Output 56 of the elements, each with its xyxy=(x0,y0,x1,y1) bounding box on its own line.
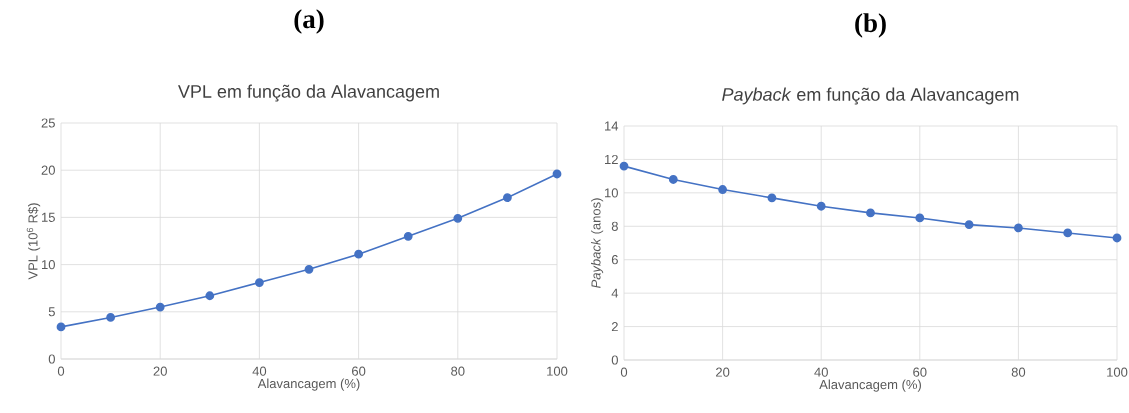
x-tick-label: 100 xyxy=(547,366,568,376)
chart-title: VPL em função da Alavancagem xyxy=(178,84,439,102)
x-tick-label: 40 xyxy=(252,366,267,376)
point xyxy=(205,291,215,301)
point xyxy=(56,322,66,332)
x-tick-label: 80 xyxy=(451,366,465,376)
point xyxy=(1063,228,1073,238)
x-tick-label: 0 xyxy=(620,367,628,377)
chart-title: Payback em função da Alavancagem xyxy=(722,87,1019,105)
point xyxy=(503,193,512,202)
y-tick-label: 8 xyxy=(611,221,618,231)
point xyxy=(866,208,875,218)
x-tick-label: 100 xyxy=(1107,367,1128,377)
y-tick-label: 20 xyxy=(41,165,55,175)
y-tick-label: 12 xyxy=(605,154,618,164)
point xyxy=(552,169,562,179)
point xyxy=(106,313,115,322)
point xyxy=(155,302,165,312)
point xyxy=(619,161,629,171)
y-axis-title: VPL (10$^{6}$ R$) xyxy=(26,203,41,280)
y-tick-label: 15 xyxy=(42,212,55,222)
point xyxy=(304,264,314,274)
point xyxy=(718,185,728,194)
x-tick-label: 20 xyxy=(153,366,167,376)
point xyxy=(1014,223,1023,233)
x-tick-label: 60 xyxy=(352,366,366,376)
y-axis-title: Payback (anos) xyxy=(591,198,604,289)
y-tick-label: 14 xyxy=(605,121,619,131)
point xyxy=(816,201,826,211)
y-tick-label: 25 xyxy=(41,118,55,128)
y-tick-label: 10 xyxy=(605,188,618,198)
x-axis-title: Alavancagem (%) xyxy=(819,379,921,392)
x-tick-label: 20 xyxy=(716,367,730,377)
point xyxy=(255,278,264,287)
point xyxy=(403,231,413,241)
x-tick-label: 40 xyxy=(814,367,828,377)
x-axis-title: Alavancagem (%) xyxy=(257,378,360,391)
y-tick-label: 2 xyxy=(611,322,618,332)
x-tick-label: 0 xyxy=(57,366,65,376)
point xyxy=(964,220,974,230)
text: (a) xyxy=(294,9,324,34)
y-tick-label: 4 xyxy=(611,288,619,298)
y-tick-label: 10 xyxy=(42,259,55,270)
x-tick-label: 80 xyxy=(1011,367,1026,377)
point xyxy=(915,213,925,223)
x-tick-label: 60 xyxy=(913,367,927,377)
y-tick-label: 6 xyxy=(611,255,618,265)
point xyxy=(767,193,777,203)
y-tick-label: 0 xyxy=(48,354,55,364)
point xyxy=(354,249,364,259)
point xyxy=(668,175,678,184)
point xyxy=(1112,233,1122,243)
text: (b) xyxy=(855,13,886,38)
y-tick-label: 5 xyxy=(48,307,55,317)
y-tick-label: 0 xyxy=(611,355,618,365)
point xyxy=(453,213,463,223)
